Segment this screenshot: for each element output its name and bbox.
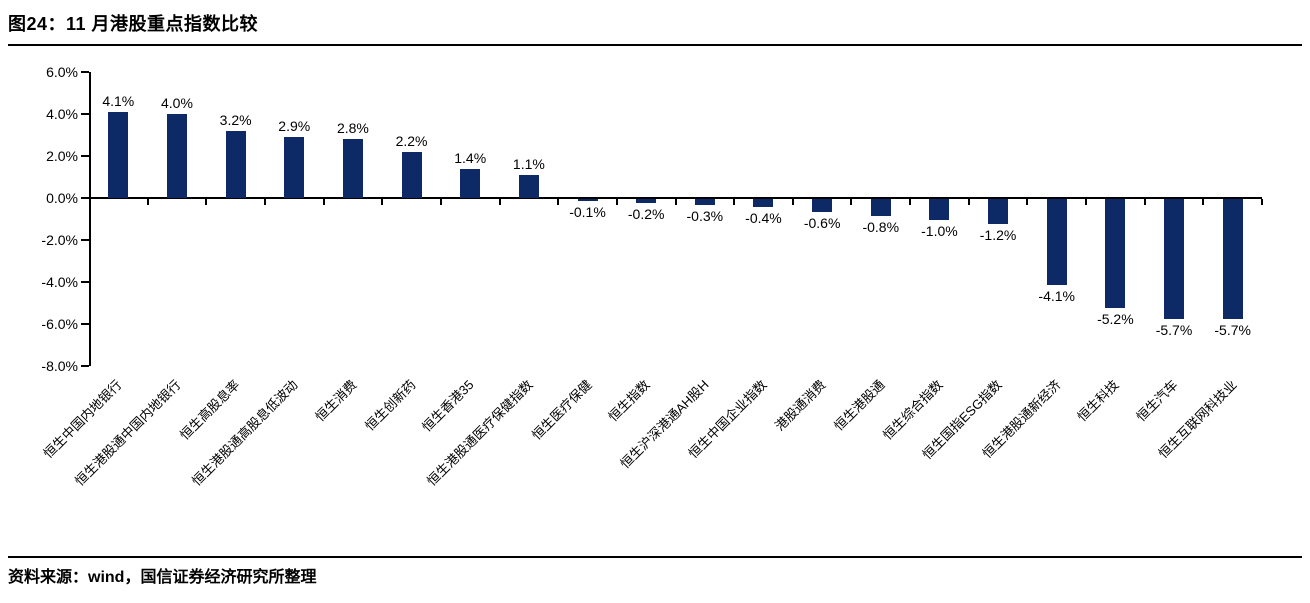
y-axis <box>89 72 91 366</box>
x-axis-tickmark <box>615 199 618 205</box>
bar <box>753 199 774 208</box>
y-axis-tick-label: -8.0% <box>41 358 78 374</box>
x-axis-tickmark <box>1261 199 1263 205</box>
y-axis-tick-label: -6.0% <box>41 316 78 332</box>
title-divider <box>8 44 1302 46</box>
y-axis-tickmark <box>81 323 89 325</box>
x-axis-tickmark <box>1026 199 1029 205</box>
source-note: 资料来源：wind，国信证券经济研究所整理 <box>8 569 317 586</box>
y-axis-tickmark <box>81 155 89 157</box>
x-axis-tickmark <box>1085 199 1088 205</box>
bar-value-label: 4.0% <box>161 95 193 111</box>
x-axis-tickmark <box>733 199 736 205</box>
y-axis-tick-label: 2.0% <box>46 148 78 164</box>
bar-value-label: -0.8% <box>862 218 900 235</box>
bar-value-label: -0.3% <box>686 208 724 225</box>
bar <box>401 151 422 198</box>
y-axis-tick-label: 6.0% <box>46 64 78 80</box>
bar <box>342 139 363 198</box>
bar-value-label: 1.1% <box>512 155 545 172</box>
figure-title: 图24：11 月港股重点指数比较 <box>8 14 259 34</box>
bar-value-label: -1.2% <box>979 227 1017 244</box>
y-axis-tick-label: -4.0% <box>41 274 78 290</box>
footer-divider <box>8 556 1302 558</box>
x-axis <box>89 197 1262 199</box>
x-axis-tickmark <box>381 199 384 205</box>
x-axis-tickmark <box>1143 199 1146 205</box>
x-axis-tickmark <box>322 199 325 205</box>
bar-value-label: 2.8% <box>336 120 369 137</box>
bar-value-label: -4.1% <box>1038 288 1075 305</box>
bar <box>1222 199 1243 319</box>
x-axis-tickmark <box>909 199 912 205</box>
bar-value-label: -0.1% <box>569 204 606 221</box>
bar-value-label: 2.2% <box>395 132 428 149</box>
bar-value-label: -5.7% <box>1214 321 1251 338</box>
y-axis-tickmark <box>81 197 89 199</box>
bar <box>108 111 129 198</box>
bar <box>577 199 598 202</box>
x-axis-tickmark <box>439 199 442 205</box>
bar-value-label: 1.4% <box>454 149 487 166</box>
bar <box>166 114 187 198</box>
bar <box>518 174 539 198</box>
y-axis-tickmark <box>81 365 89 367</box>
bar-value-label: 2.9% <box>278 118 311 135</box>
bar-value-label: -0.4% <box>745 210 782 227</box>
x-axis-tickmark <box>967 199 970 205</box>
bar <box>1105 199 1126 309</box>
x-axis-tickmark <box>850 199 853 205</box>
x-axis-tickmark <box>263 199 266 205</box>
bar-value-label: -1.0% <box>921 223 958 239</box>
y-axis-tick-label: 0.0% <box>46 190 78 206</box>
y-axis-tickmark <box>81 281 89 283</box>
x-axis-tickmark <box>498 199 501 205</box>
x-axis-tickmark <box>146 199 149 205</box>
bar-value-label: -5.7% <box>1155 321 1193 338</box>
bar <box>988 199 1009 225</box>
bar <box>870 199 891 216</box>
y-axis-tick-label: 4.0% <box>46 106 78 122</box>
bar-value-label: -0.6% <box>803 214 841 231</box>
x-axis-tickmark <box>557 199 560 205</box>
bar <box>694 199 715 206</box>
x-axis-tickmark <box>205 199 208 205</box>
bar-value-label: 4.1% <box>102 92 135 109</box>
bar-value-label: 3.2% <box>219 111 252 128</box>
bar <box>284 137 305 198</box>
y-axis-tickmark <box>81 71 89 73</box>
x-axis-tickmark <box>1202 199 1205 205</box>
y-axis-tickmark <box>81 113 89 115</box>
bar <box>460 168 481 198</box>
x-axis-tickmark <box>791 199 794 205</box>
bar-value-label: -5.2% <box>1097 311 1134 328</box>
bar <box>1046 199 1067 286</box>
x-axis-tickmark <box>674 199 677 205</box>
bar <box>929 199 950 220</box>
bar <box>1164 199 1185 319</box>
bar-value-label: -0.2% <box>627 206 665 223</box>
y-axis-tick-label: -2.0% <box>41 232 78 248</box>
bar <box>225 130 246 198</box>
y-axis-tickmark <box>81 239 89 241</box>
bar <box>812 199 833 212</box>
bar <box>636 199 657 204</box>
